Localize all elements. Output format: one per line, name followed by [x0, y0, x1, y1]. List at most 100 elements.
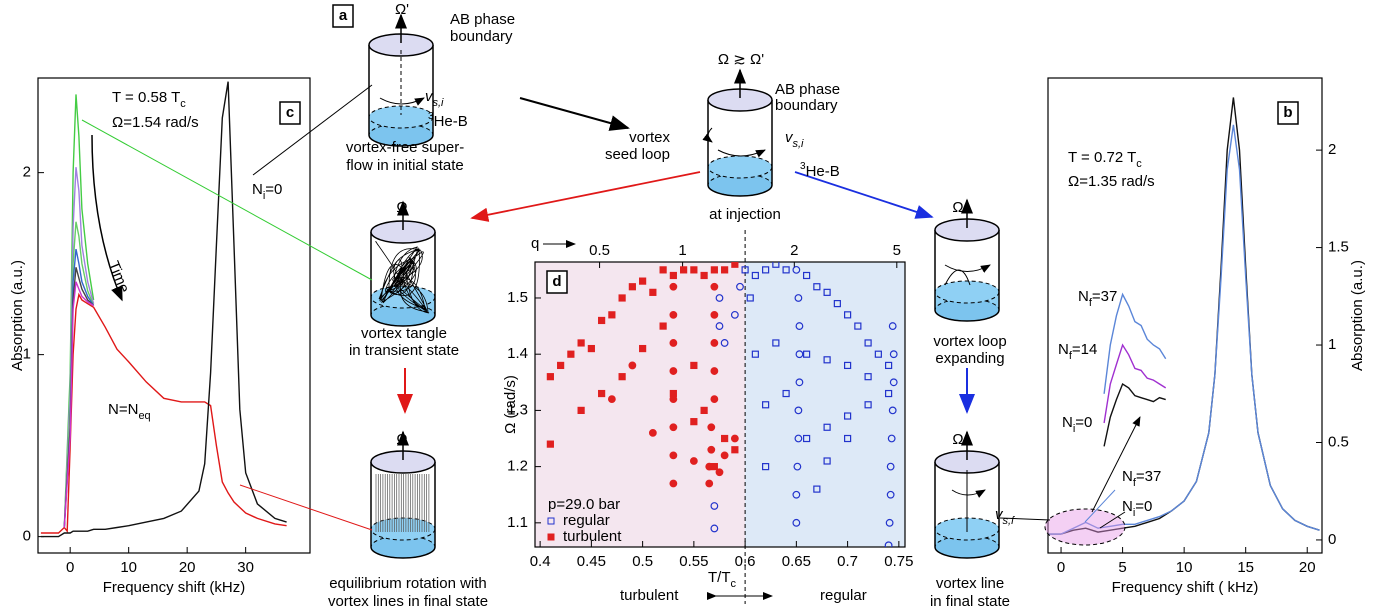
label: p=29.0 bar — [548, 496, 620, 513]
label-part: =0 — [265, 181, 282, 198]
label: in final state — [930, 593, 1010, 610]
label: 3He-B — [800, 161, 840, 180]
x-tick-label: 5 — [1118, 559, 1126, 576]
y-tick-label: 0 — [23, 528, 31, 545]
point — [640, 346, 646, 352]
point — [670, 396, 677, 403]
point — [708, 424, 715, 431]
x-tick-label: 0.65 — [782, 553, 811, 570]
flow-arrow — [945, 265, 990, 272]
label: Ω=1.35 rad/s — [1068, 173, 1155, 190]
x-tick-label: 0.5 — [632, 553, 653, 570]
point — [691, 362, 697, 368]
label-part: N — [1058, 341, 1069, 358]
label: Frequency shift ( kHz) — [1112, 579, 1259, 596]
arrow — [520, 98, 628, 128]
label: Ni=0 — [252, 181, 282, 202]
y-tick-label: 0 — [1328, 531, 1336, 548]
label: boundary — [450, 28, 513, 45]
point — [711, 340, 718, 347]
label-part: =37 — [1136, 468, 1161, 485]
point — [732, 261, 738, 267]
point — [681, 267, 687, 273]
point — [670, 368, 677, 375]
label: 3He-B — [428, 111, 468, 130]
x-tick-label: 0.7 — [837, 553, 858, 570]
label: vs,i — [785, 129, 804, 150]
point — [629, 362, 636, 369]
point — [711, 368, 718, 375]
label: seed loop — [605, 146, 670, 163]
label-part: c — [731, 578, 737, 590]
legend-label: regular — [563, 512, 610, 529]
label-part: c — [180, 98, 186, 110]
cylinder-injection — [708, 70, 772, 196]
label: c — [286, 104, 294, 121]
point — [619, 295, 625, 301]
point — [711, 396, 718, 403]
label-part: T = 0.58 T — [112, 89, 180, 106]
label: Ni=0 — [1062, 414, 1092, 435]
y-tick-label: 1.5 — [1328, 239, 1349, 256]
label-part: N — [1078, 288, 1089, 305]
label-part: T/T — [708, 569, 731, 586]
label: Ω=1.54 rad/s — [112, 114, 199, 131]
y-tick-label: 1.2 — [507, 458, 528, 475]
series-line — [41, 82, 287, 537]
point — [629, 284, 635, 290]
x-tick-label: 0.75 — [884, 553, 913, 570]
point — [721, 452, 728, 459]
label-part: =0 — [1135, 498, 1152, 515]
connector — [82, 120, 372, 280]
point — [650, 289, 656, 295]
label: regular — [820, 587, 867, 604]
connector — [240, 485, 372, 530]
label: Ω — [396, 431, 407, 448]
series-line — [1104, 345, 1166, 423]
label: vortex loop — [933, 333, 1006, 350]
point — [640, 278, 646, 284]
label-part: He-B — [806, 163, 840, 180]
x2-tick-label: 2 — [790, 242, 798, 259]
point — [609, 312, 615, 318]
point — [708, 446, 715, 453]
point — [660, 267, 666, 273]
label: Nf=14 — [1058, 341, 1097, 362]
label: Nf=37 — [1122, 468, 1161, 489]
label-part: N — [1122, 468, 1133, 485]
point — [701, 407, 707, 413]
arrow — [472, 172, 700, 218]
x-tick-label: 0.4 — [530, 553, 551, 570]
label-part: He-B — [434, 113, 468, 130]
point — [547, 374, 553, 380]
point — [716, 469, 723, 476]
x2-tick-label: 0.5 — [589, 242, 610, 259]
point — [660, 323, 666, 329]
point — [670, 283, 677, 290]
label: equilibrium rotation with — [329, 575, 487, 592]
label-part: =0 — [1075, 414, 1092, 431]
y-tick-label: 0.5 — [1328, 433, 1349, 450]
label: vortex — [629, 129, 670, 146]
label: vortex lines in final state — [328, 593, 488, 610]
y-tick-label: 1 — [1328, 336, 1336, 353]
point — [691, 458, 698, 465]
point — [691, 419, 697, 425]
x-tick-label: 15 — [1237, 559, 1254, 576]
label: Nf=37 — [1078, 288, 1117, 309]
flow-arrow — [718, 150, 765, 156]
y-tick-label: 1.5 — [507, 289, 528, 306]
label: Ω — [952, 199, 963, 216]
point — [711, 267, 717, 273]
label: vortex tangle — [361, 325, 447, 342]
figure: 0102030012Frequency shift (kHz)Absorptio… — [0, 0, 1379, 614]
point — [732, 435, 739, 442]
point — [701, 272, 707, 278]
label: flow in initial state — [346, 157, 464, 174]
legend-marker — [548, 534, 554, 540]
point — [670, 452, 677, 459]
point — [732, 447, 738, 453]
point — [691, 267, 697, 273]
label-part: s,i — [793, 138, 805, 150]
point — [578, 407, 584, 413]
